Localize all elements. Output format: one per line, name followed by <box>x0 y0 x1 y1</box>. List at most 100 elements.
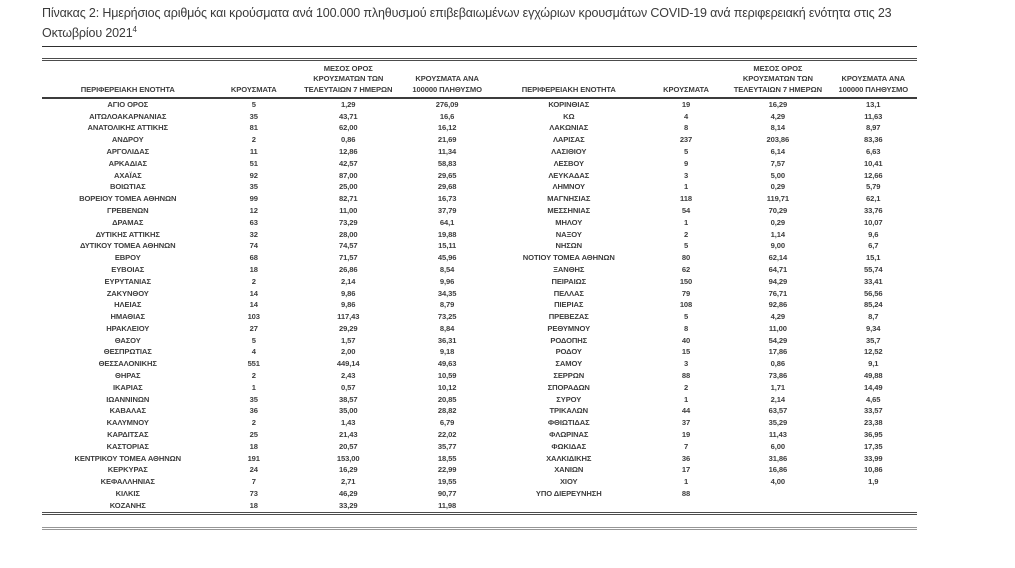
cases-cell: 1 <box>683 394 689 404</box>
per100k-cell: 16,6 <box>439 111 455 121</box>
avg7-cell: 62,14 <box>768 253 788 263</box>
region-cell: ΛΗΜΝΟΥ <box>552 182 586 192</box>
region-cell: ΛΕΣΒΟΥ <box>553 158 584 168</box>
avg7-cell: 4,29 <box>770 111 786 121</box>
avg7-cell: 449,14 <box>336 359 360 369</box>
cases-cell: 36 <box>681 453 691 463</box>
cases-cell: 2 <box>251 371 256 381</box>
avg7-cell: 46,29 <box>338 489 358 499</box>
avg7-cell: 63,57 <box>768 406 788 416</box>
per100k-cell: 12,66 <box>863 170 883 180</box>
per100k-cell: 10,86 <box>863 465 883 475</box>
cases-cell: 81 <box>249 123 258 133</box>
avg7-cell: 31,86 <box>768 453 788 463</box>
region-cell: ΡΟΔΟΠΗΣ <box>550 335 588 345</box>
header-cases-right: ΚΡΟΥΣΜΑΤΑ <box>645 61 727 99</box>
table-caption: Πίνακας 2: Ημερήσιος αριθμός και κρούσμα… <box>42 3 914 43</box>
region-cell: ΓΡΕΒΕΝΩΝ <box>107 205 149 215</box>
per100k-cell: 73,25 <box>437 312 457 322</box>
avg7-cell: 2,14 <box>770 394 786 404</box>
per100k-cell: 21,69 <box>437 135 457 145</box>
cases-cell: 2 <box>251 418 256 428</box>
per100k-cell: 14,49 <box>863 382 883 392</box>
cases-cell: 2 <box>683 229 689 239</box>
region-cell: ΑΓΙΟ ΟΡΟΣ <box>107 99 149 109</box>
avg7-cell: 71,57 <box>338 253 358 263</box>
table-row: ΙΩΑΝΝΙΝΩΝ 35 38,57 20,85 ΣΥΡΟΥ 1 2,14 4,65 <box>42 394 917 406</box>
table-row: ΚΕΡΚΥΡΑΣ 24 16,29 22,99 ΧΑΝΙΩΝ 17 16,86 10,86 <box>42 464 917 476</box>
per100k-cell: 11,98 <box>438 500 457 510</box>
avg7-cell: 11,43 <box>768 430 787 440</box>
per100k-cell: 23,38 <box>863 418 883 428</box>
region-cell: ΖΑΚΥΝΘΟΥ <box>106 288 149 298</box>
region-cell: ΛΕΥΚΑΔΑΣ <box>548 170 590 180</box>
cases-cell: 35 <box>249 111 258 121</box>
table-row: ΔΡΑΜΑΣ 63 73,29 64,1 ΜΗΛΟΥ 1 0,29 10,07 <box>42 217 917 229</box>
cases-cell: 7 <box>251 477 256 487</box>
per100k-cell: 8,54 <box>439 264 455 274</box>
per100k-cell: 17,35 <box>863 441 883 451</box>
per100k-cell: 1,9 <box>868 477 879 487</box>
region-cell: ΚΟΖΑΝΗΣ <box>109 500 146 510</box>
avg7-cell: 16,29 <box>768 99 788 109</box>
per100k-cell: 29,65 <box>437 170 457 180</box>
per100k-cell: 9,18 <box>439 347 455 357</box>
per100k-cell: 33,57 <box>863 406 883 416</box>
per100k-cell: 10,41 <box>863 158 883 168</box>
table-row: ΘΗΡΑΣ 2 2,43 10,59 ΣΕΡΡΩΝ 88 73,86 49,88 <box>42 370 917 382</box>
per100k-cell: 83,36 <box>863 135 883 145</box>
cases-cell <box>646 500 727 512</box>
avg7-cell: 12,86 <box>338 146 358 156</box>
region-cell: ΧΑΝΙΩΝ <box>554 465 584 475</box>
per100k-cell <box>830 488 918 500</box>
per100k-cell: 90,77 <box>437 489 457 499</box>
cases-cell: 15 <box>681 347 691 357</box>
avg7-cell: 38,57 <box>338 394 358 404</box>
per100k-cell: 8,79 <box>439 300 455 310</box>
region-cell: ΚΕΦΑΛΛΗΝΙΑΣ <box>100 477 155 487</box>
region-cell: ΧΑΛΚΙΔΙΚΗΣ <box>546 453 592 463</box>
per100k-cell: 22,99 <box>437 465 457 475</box>
cases-cell: 11 <box>249 146 258 156</box>
region-cell: ΘΑΣΟΥ <box>114 335 141 345</box>
region-cell: ΦΛΩΡΙΝΑΣ <box>549 430 589 440</box>
region-cell: ΑΙΤΩΛΟΑΚΑΡΝΑΝΙΑΣ <box>89 111 167 121</box>
region-cell: ΕΒΡΟΥ <box>114 253 141 263</box>
table-row: ΘΕΣΣΑΛΟΝΙΚΗΣ 551 449,14 49,63 ΣΑΜΟΥ 3 0,86 9,1 <box>42 358 917 370</box>
avg7-cell: 8,14 <box>770 123 786 133</box>
cases-cell: 237 <box>679 135 693 145</box>
avg7-cell: 35,29 <box>768 418 788 428</box>
region-cell: ΚΕΡΚΥΡΑΣ <box>107 465 148 475</box>
avg7-cell: 1,71 <box>770 382 786 392</box>
header-cases-left: ΚΡΟΥΣΜΑΤΑ <box>213 61 294 99</box>
per100k-cell: 6,79 <box>439 418 455 428</box>
per100k-cell: 10,12 <box>437 382 457 392</box>
avg7-cell: 42,57 <box>338 158 358 168</box>
cases-cell: 25 <box>249 430 258 440</box>
avg7-cell: 4,00 <box>770 477 786 487</box>
cases-cell: 8 <box>683 323 689 333</box>
cases-cell: 5 <box>683 241 689 251</box>
cases-cell: 5 <box>251 335 256 345</box>
avg7-cell: 1,29 <box>341 99 356 109</box>
region-cell: ΞΑΝΘΗΣ <box>553 264 585 274</box>
region-cell: ΚΟΡΙΝΘΙΑΣ <box>548 99 590 109</box>
region-cell: ΣΑΜΟΥ <box>555 359 583 369</box>
avg7-cell: 9,86 <box>341 288 356 298</box>
avg7-cell: 16,29 <box>338 465 358 475</box>
table-header-row: ΠΕΡΙΦΕΡΕΙΑΚΗ ΕΝΟΤΗΤΑ ΚΡΟΥΣΜΑΤΑ ΜΕΣΟΣ ΟΡΟ… <box>42 61 917 99</box>
cases-cell: 2 <box>683 382 689 392</box>
per100k-cell: 16,12 <box>437 123 457 133</box>
cases-cell: 14 <box>249 300 258 310</box>
header-region-left: ΠΕΡΙΦΕΡΕΙΑΚΗ ΕΝΟΤΗΤΑ <box>42 61 214 99</box>
avg7-cell: 74,57 <box>338 241 358 251</box>
avg7-cell: 2,71 <box>341 477 356 487</box>
per100k-cell: 15,11 <box>438 241 457 251</box>
avg7-cell: 0,86 <box>770 359 786 369</box>
per100k-cell: 62,1 <box>866 194 881 204</box>
per100k-cell: 19,88 <box>437 229 457 239</box>
table-row: ΚΑΡΔΙΤΣΑΣ 25 21,43 22,02 ΦΛΩΡΙΝΑΣ 19 11,43 36,9… <box>42 429 917 441</box>
table-row: ΕΥΒΟΙΑΣ 18 26,86 8,54 ΞΑΝΘΗΣ 62 64,71 55,74 <box>42 264 917 276</box>
per100k-cell: 20,85 <box>437 394 457 404</box>
